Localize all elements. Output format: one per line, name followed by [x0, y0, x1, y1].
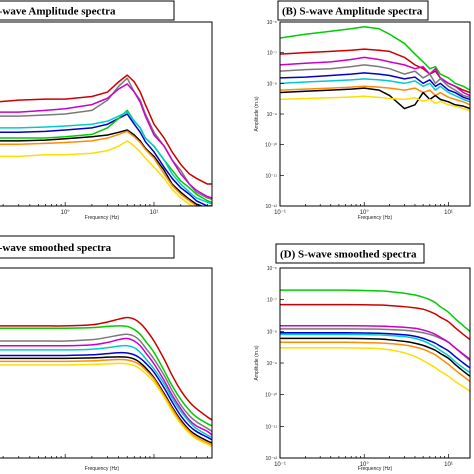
y-tick-label: 10⁻¹² — [265, 456, 277, 462]
y-axis-label: Amplitude (m.s) — [254, 345, 260, 380]
series-line-8 — [280, 87, 470, 110]
series-group — [0, 74, 212, 206]
y-tick-label: 10⁻¹¹ — [265, 173, 277, 179]
x-axis-label: Frequency (Hz) — [358, 466, 393, 472]
series-group — [0, 316, 212, 448]
series-line-1 — [0, 316, 212, 421]
x-tick-label: 10¹ — [444, 210, 453, 216]
panel-title: (B) S-wave Amplitude spectra — [282, 6, 423, 18]
series-line-7 — [280, 337, 470, 378]
panel-title: (C) P-wave smoothed spectra — [0, 242, 112, 254]
series-line-3 — [280, 56, 470, 97]
plot-frame — [279, 267, 471, 459]
series-line-4 — [280, 64, 470, 99]
x-axis-label: Frequency (Hz) — [85, 466, 120, 472]
x-tick-label: 10¹ — [444, 462, 453, 468]
series-line-8 — [0, 130, 199, 206]
series-line-8 — [0, 358, 212, 446]
series-line-7 — [0, 129, 204, 206]
y-tick-label: 10⁻⁷ — [267, 298, 277, 304]
y-tick-label: 10⁻¹² — [265, 204, 277, 210]
x-tick-label: 10° — [360, 462, 370, 468]
y-tick-label: 10⁻⁹ — [267, 112, 277, 118]
series-line-7 — [0, 356, 212, 444]
y-tick-label: 10⁻⁶ — [267, 266, 277, 272]
series-line-6 — [280, 333, 470, 374]
x-tick-label: 10⁻¹ — [274, 210, 286, 216]
series-line-1 — [280, 26, 470, 91]
x-tick-label: 10° — [360, 210, 370, 216]
series-line-7 — [280, 85, 470, 106]
series-line-8 — [280, 341, 470, 383]
series-line-5 — [280, 332, 470, 369]
y-axis-label: Amplitude (m.s) — [254, 96, 260, 131]
y-tick-label: 10⁻¹⁰ — [265, 143, 277, 149]
panel-title: (D) S-wave smoothed spectra — [280, 249, 417, 261]
series-line-5 — [280, 72, 470, 101]
series-line-6 — [0, 344, 212, 439]
series-line-1 — [280, 289, 470, 333]
series-line-5 — [0, 351, 212, 441]
panel-title-box — [275, 243, 425, 264]
panel-A: 10° 10¹ Frequency (Hz) (A) P-wave Amplitude… — [0, 0, 213, 221]
series-group — [280, 289, 470, 392]
x-tick-label: 10¹ — [150, 210, 159, 216]
panel-title-box — [277, 0, 429, 21]
x-tick-label: 10⁻¹ — [274, 462, 286, 468]
series-line-4 — [0, 337, 212, 436]
x-axis-label: Frequency (Hz) — [85, 215, 120, 221]
series-line-2 — [280, 48, 470, 94]
series-line-9 — [0, 362, 212, 448]
series-line-2 — [0, 325, 212, 427]
plot-frame — [0, 21, 213, 207]
x-axis-label: Frequency (Hz) — [358, 215, 393, 221]
y-tick-label: 10⁻¹⁰ — [265, 393, 277, 399]
y-tick-label: 10⁻¹¹ — [265, 424, 277, 430]
series-line-9 — [280, 347, 470, 392]
panel-title: (A) P-wave Amplitude spectra — [0, 6, 116, 18]
y-tick-label: 10⁻⁷ — [267, 51, 277, 57]
y-tick-label: 10⁻⁸ — [267, 81, 277, 87]
x-tick-label: 10° — [61, 210, 71, 216]
plot-frame — [0, 267, 213, 459]
series-line-4 — [280, 325, 470, 361]
panel-title-box — [0, 235, 175, 259]
series-line-4 — [0, 113, 212, 206]
series-line-6 — [280, 78, 470, 103]
y-tick-label: 10⁻⁶ — [267, 20, 277, 26]
series-group — [280, 26, 470, 112]
series-line-9 — [280, 95, 470, 112]
series-line-9 — [0, 140, 195, 206]
series-line-1 — [0, 74, 212, 185]
y-tick-label: 10⁻⁹ — [267, 361, 277, 367]
panel-title-box — [0, 0, 175, 21]
panel-C: Frequency (Hz) (C) P-wave smoothed spectr… — [0, 235, 213, 472]
panel-D: 10⁻¹ 10° 10¹ 10⁻⁶ 10⁻⁷ 10⁻⁸ 10⁻⁹ 10⁻¹⁰ 10⁻¹¹ 10⁻¹… — [254, 243, 471, 472]
series-line-2 — [280, 303, 470, 341]
series-line-6 — [0, 111, 212, 205]
panel-B: 10⁻¹ 10° 10¹ 10⁻⁶ 10⁻⁷ 10⁻⁸ 10⁻⁹ 10⁻¹⁰ 10⁻¹¹ 10⁻¹… — [254, 0, 471, 221]
y-tick-label: 10⁻⁸ — [267, 329, 277, 335]
series-line-3 — [0, 83, 212, 199]
series-line-3 — [0, 333, 212, 433]
